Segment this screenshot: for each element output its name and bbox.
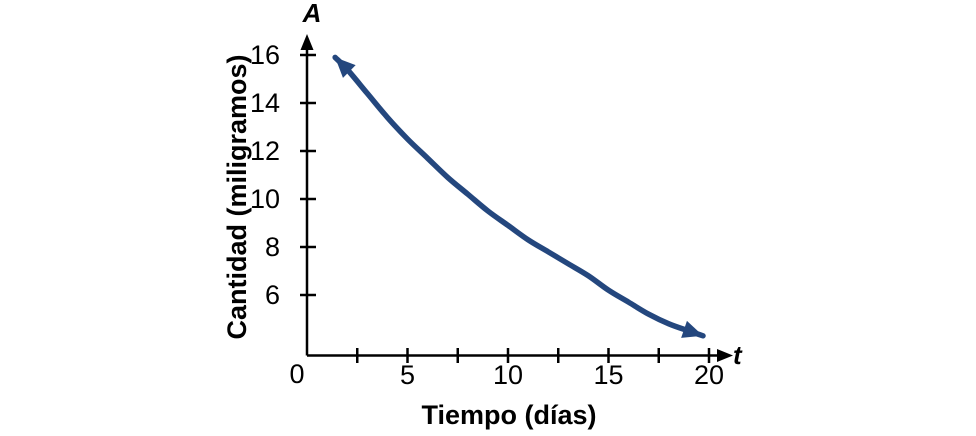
y-tick-label: 14 <box>249 88 280 118</box>
y-tick-label: 16 <box>249 40 280 70</box>
decay-curve <box>332 54 706 339</box>
y-tick-label: 12 <box>249 136 280 166</box>
x-tick-label: 15 <box>593 360 624 390</box>
x-tick-label: 5 <box>399 360 416 390</box>
curve-end-arrowhead <box>681 320 703 338</box>
x-tick-label: 10 <box>492 360 524 390</box>
y-tick-label: 10 <box>249 184 280 214</box>
y-axis-arrowhead <box>300 34 314 50</box>
x-axis-title: Tiempo (días) <box>421 400 597 430</box>
x-axis-arrowhead <box>717 349 733 362</box>
x-tick-label: 20 <box>693 360 725 390</box>
x-axis-symbol: t <box>733 340 742 370</box>
y-tick-label: 8 <box>264 232 280 262</box>
y-axis-symbol: A <box>302 0 322 28</box>
y-tick-label: 6 <box>264 280 280 310</box>
curve-start-arrowhead <box>335 57 356 78</box>
origin-label: 0 <box>289 359 305 389</box>
